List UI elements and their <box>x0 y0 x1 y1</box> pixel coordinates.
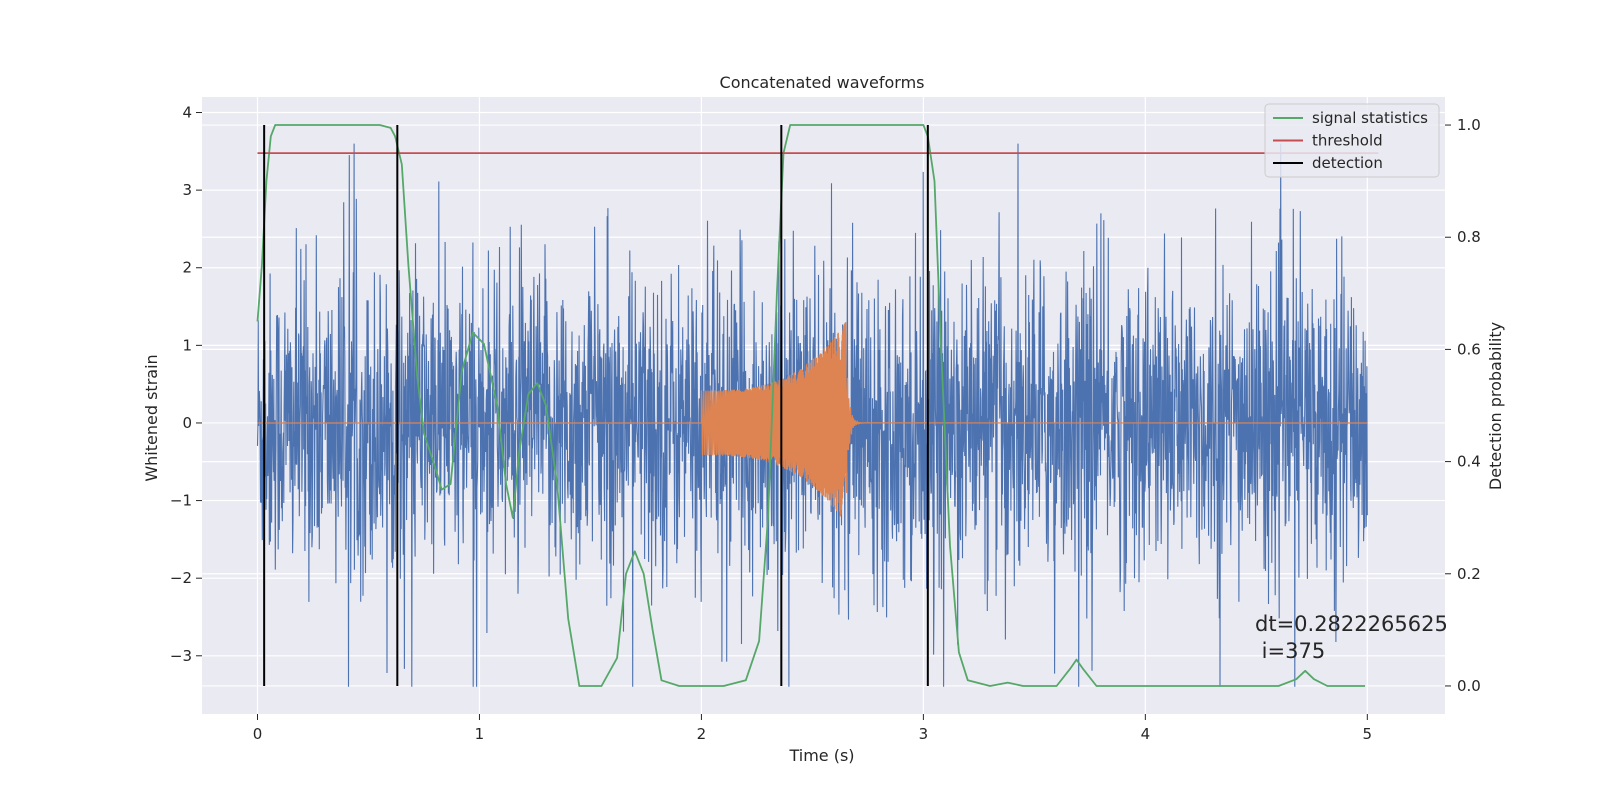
x-tick-label: 3 <box>919 725 929 743</box>
legend-label: signal statistics <box>1312 109 1428 127</box>
x-tick-label: 1 <box>475 725 485 743</box>
y-tick-label: 3 <box>182 181 192 199</box>
legend-label: detection <box>1312 154 1383 172</box>
y2-tick-label: 1.0 <box>1457 116 1481 134</box>
probability-series <box>256 124 1379 687</box>
y-tick-label: 2 <box>182 259 192 277</box>
y-tick-label: −2 <box>170 569 192 587</box>
y2-axis-label: Detection probability <box>1486 322 1505 490</box>
y2-tick-label: 0.4 <box>1457 453 1481 471</box>
x-tick-label: 5 <box>1363 725 1373 743</box>
y2-tick-label: 0.2 <box>1457 565 1481 583</box>
axis-ticks: 0 1 2 3 4 5 −3 −2 −1 0 1 2 3 4 0.0 0.2 0.4 0.6 0.8 1.0 <box>170 104 1481 743</box>
y-tick-label: 1 <box>182 336 192 354</box>
y2-tick-label: 0.8 <box>1457 228 1481 246</box>
signal-statistics-line <box>256 124 1366 687</box>
y-axis-label: Whitened strain <box>142 354 161 481</box>
y2-tick-label: 0.6 <box>1457 340 1481 358</box>
x-tick-label: 2 <box>697 725 707 743</box>
y-tick-label: 4 <box>182 104 192 122</box>
x-tick-label: 4 <box>1141 725 1151 743</box>
annotation-i: i=375 <box>1255 639 1325 663</box>
legend-box <box>1264 103 1440 178</box>
x-axis-label: Time (s) <box>788 746 854 765</box>
y-tick-label: −3 <box>170 647 192 665</box>
injection-line <box>257 322 1368 517</box>
legend-label: threshold <box>1312 132 1383 150</box>
legend: signal statistics threshold detection <box>1264 103 1440 178</box>
annotation-dt: dt=0.2822265625 <box>1255 612 1448 636</box>
x-tick-label: 0 <box>253 725 263 743</box>
y-tick-label: −1 <box>170 492 192 510</box>
y2-tick-label: 0.0 <box>1457 677 1481 695</box>
chart-title: Concatenated waveforms <box>720 73 925 92</box>
strain-series <box>256 143 1368 687</box>
y-tick-label: 0 <box>182 414 192 432</box>
